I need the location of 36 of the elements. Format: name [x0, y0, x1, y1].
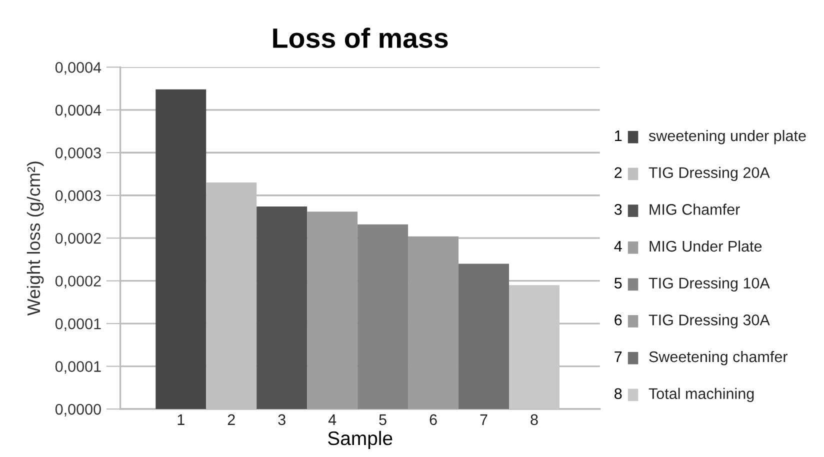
chart-title: Loss of mass — [273, 28, 448, 48]
y-axis-title: Weight loss (g/cm²) — [26, 162, 44, 316]
y-tick-label: 0,0004 — [55, 104, 102, 118]
category-label: 8 — [614, 388, 622, 400]
legend-label: sweetening under plate — [648, 130, 806, 144]
category-label: 7 — [614, 352, 622, 362]
y-tick-label: 0,0001 — [55, 318, 101, 332]
x-tick-label: 2 — [228, 414, 235, 425]
category-label: 5 — [614, 278, 622, 289]
legend-label: TIG Dressing 20A — [648, 166, 770, 182]
y-tick-label: 0,0003 — [55, 190, 101, 203]
legend-label: MIG Chamfer — [650, 204, 740, 215]
category-label: 3 — [614, 204, 622, 215]
category-label: 2 — [614, 167, 622, 178]
x-axis-title: Sample — [328, 430, 392, 450]
y-tick-label: 0,0003 — [55, 148, 101, 160]
category-label: 6 — [614, 314, 622, 326]
y-tick-label: 0,0001 — [55, 361, 101, 374]
x-tick-label: 7 — [480, 414, 488, 425]
y-tick-label: 0,0002 — [55, 232, 101, 246]
y-tick-label: 0,0000 — [55, 404, 101, 417]
legend-label: Sweetening chamfer — [649, 350, 788, 366]
legend-label: Total machining — [648, 388, 754, 402]
category-label: 4 — [614, 241, 622, 252]
legend-label: MIG Under Plate — [650, 240, 762, 252]
x-tick-label: 6 — [430, 414, 437, 426]
x-tick-label: 3 — [278, 414, 286, 426]
x-tick-label: 5 — [379, 414, 386, 426]
y-tick-label: 0,0002 — [55, 276, 101, 288]
y-tick-label: 0,0004 — [55, 62, 102, 75]
x-tick-label: 4 — [328, 414, 336, 425]
x-tick-label: 8 — [530, 414, 538, 426]
legend-label: TIG Dressing 30A — [648, 314, 770, 328]
legend-label: TIG Dressing 10A — [648, 277, 770, 292]
category-label: 1 — [615, 130, 622, 142]
x-tick-label: 1 — [178, 414, 184, 425]
